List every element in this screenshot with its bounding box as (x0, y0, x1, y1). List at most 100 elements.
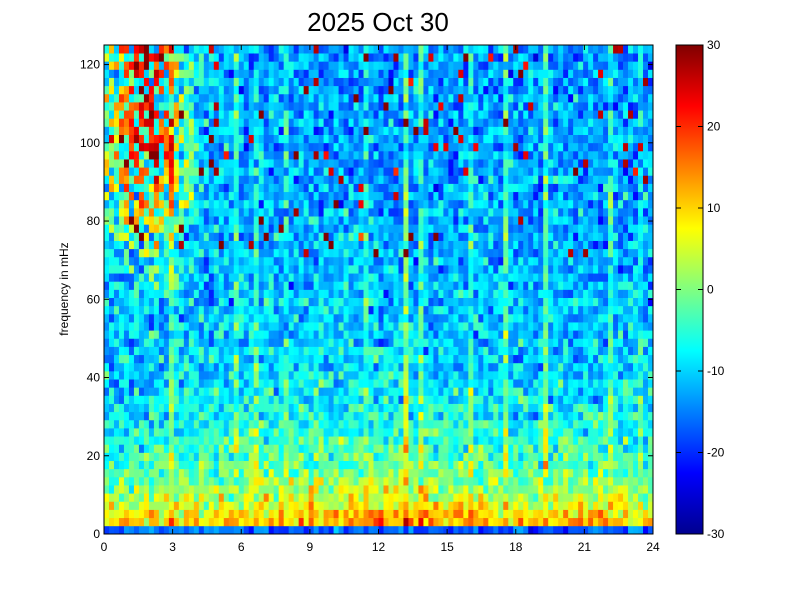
heatmap-cell (288, 208, 294, 217)
heatmap-cell (303, 118, 309, 127)
heatmap-cell (218, 45, 225, 54)
heatmap-cell (143, 403, 150, 413)
heatmap-cell (173, 395, 180, 404)
heatmap-cell (493, 501, 499, 510)
heatmap-cell (413, 167, 419, 176)
heatmap-cell (253, 191, 260, 201)
heatmap-cell (273, 411, 280, 421)
heatmap-cell (238, 313, 245, 323)
heatmap-cell (138, 395, 145, 404)
heatmap-cell (123, 485, 130, 494)
heatmap-cell (408, 362, 414, 372)
heatmap-cell (123, 419, 130, 429)
heatmap-cell (218, 199, 225, 209)
heatmap-cell (223, 525, 230, 535)
heatmap-cell (383, 85, 389, 95)
heatmap-cell (468, 387, 474, 396)
heatmap-cell (283, 395, 290, 404)
heatmap-cell (373, 118, 379, 127)
heatmap-cell (158, 444, 165, 453)
heatmap-cell (503, 265, 509, 274)
heatmap-cell (513, 387, 519, 396)
heatmap-cell (178, 485, 185, 494)
heatmap-cell (363, 444, 369, 453)
heatmap-cell (258, 142, 265, 152)
heatmap-cell (323, 403, 329, 413)
heatmap-cell (293, 379, 299, 388)
heatmap-cell (353, 501, 359, 510)
heatmap-cell (318, 509, 324, 519)
heatmap-cell (308, 468, 314, 478)
heatmap-cell (108, 525, 115, 535)
heatmap-cell (458, 428, 464, 437)
heatmap-cell (128, 419, 135, 429)
heatmap-cell (303, 45, 309, 54)
heatmap-cell (248, 159, 255, 168)
heatmap-cell (198, 110, 205, 119)
heatmap-cell (438, 256, 444, 266)
heatmap-cell (298, 322, 304, 331)
heatmap-cell (183, 159, 190, 168)
heatmap-cell (363, 216, 369, 225)
heatmap-cell (423, 411, 429, 421)
heatmap-cell (223, 102, 230, 111)
heatmap-cell (378, 134, 384, 144)
heatmap-cell (403, 419, 409, 429)
heatmap-cell (338, 419, 344, 429)
heatmap-cell (168, 248, 175, 258)
heatmap-cell (438, 436, 444, 445)
heatmap-cell (368, 379, 374, 388)
heatmap-cell (448, 468, 454, 478)
heatmap-cell (418, 256, 424, 266)
heatmap-cell (258, 183, 265, 193)
heatmap-cell (238, 509, 245, 519)
heatmap-cell (338, 485, 344, 494)
heatmap-cell (453, 371, 459, 380)
heatmap-cell (493, 85, 499, 95)
heatmap-cell (133, 313, 140, 323)
heatmap-cell (363, 232, 369, 241)
heatmap-cell (348, 77, 354, 87)
heatmap-cell (268, 509, 275, 519)
heatmap-cell (108, 501, 115, 510)
heatmap-cell (293, 265, 299, 274)
heatmap-cell (413, 313, 419, 323)
heatmap-cell (138, 150, 145, 160)
heatmap-cell (123, 175, 130, 184)
heatmap-cell (173, 452, 180, 461)
heatmap-cell (483, 428, 489, 437)
heatmap-cell (328, 338, 334, 347)
heatmap-cell (173, 419, 180, 429)
heatmap-cell (178, 501, 185, 510)
heatmap-cell (473, 281, 479, 290)
heatmap-cell (158, 126, 165, 135)
heatmap-cell (318, 273, 324, 282)
heatmap-cell (188, 501, 195, 510)
heatmap-cell (118, 45, 125, 54)
heatmap-cell (418, 61, 424, 70)
heatmap-cell (408, 150, 414, 160)
heatmap-cell (243, 322, 250, 331)
heatmap-cell (398, 281, 404, 290)
heatmap-cell (138, 362, 145, 372)
heatmap-cell (153, 379, 160, 388)
heatmap-cell (293, 305, 299, 315)
heatmap-cell (458, 224, 464, 233)
heatmap-cell (193, 232, 200, 241)
heatmap-cell (283, 387, 290, 396)
heatmap-cell (213, 346, 220, 356)
heatmap-cell (238, 265, 245, 274)
heatmap-cell (358, 208, 364, 217)
heatmap-cell (428, 85, 434, 95)
heatmap-cell (158, 142, 165, 152)
heatmap-cell (318, 53, 324, 62)
heatmap-cell (508, 61, 514, 70)
heatmap-cell (148, 248, 155, 258)
heatmap-cell (143, 379, 150, 388)
heatmap-cell (408, 159, 414, 168)
heatmap-cell (288, 224, 294, 233)
heatmap-cell (133, 248, 140, 258)
heatmap-cell (148, 191, 155, 201)
heatmap-cell (283, 354, 290, 364)
heatmap-cell (143, 199, 150, 209)
